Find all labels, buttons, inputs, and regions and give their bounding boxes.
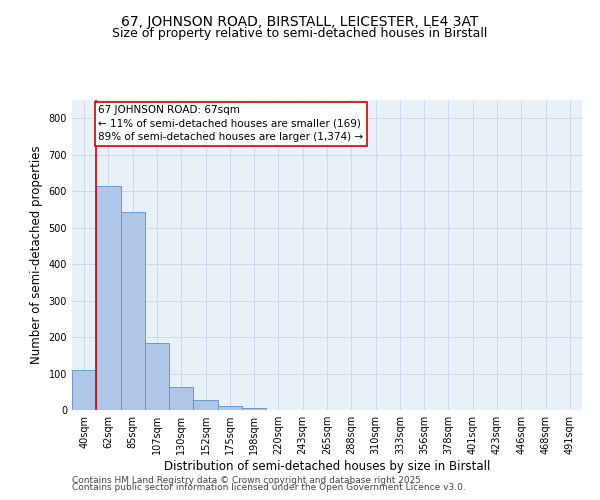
Text: 67 JOHNSON ROAD: 67sqm
← 11% of semi-detached houses are smaller (169)
89% of se: 67 JOHNSON ROAD: 67sqm ← 11% of semi-det…	[98, 106, 364, 142]
Bar	[121, 212, 145, 410]
Bar	[218, 406, 242, 410]
Text: Contains public sector information licensed under the Open Government Licence v3: Contains public sector information licen…	[72, 484, 466, 492]
Text: Contains HM Land Registry data © Crown copyright and database right 2025.: Contains HM Land Registry data © Crown c…	[72, 476, 424, 485]
Bar	[242, 408, 266, 410]
Bar	[96, 186, 121, 410]
Y-axis label: Number of semi-detached properties: Number of semi-detached properties	[30, 146, 43, 364]
Text: Size of property relative to semi-detached houses in Birstall: Size of property relative to semi-detach…	[112, 28, 488, 40]
Text: 67, JOHNSON ROAD, BIRSTALL, LEICESTER, LE4 3AT: 67, JOHNSON ROAD, BIRSTALL, LEICESTER, L…	[121, 15, 479, 29]
Bar	[169, 387, 193, 410]
X-axis label: Distribution of semi-detached houses by size in Birstall: Distribution of semi-detached houses by …	[164, 460, 490, 473]
Bar	[145, 344, 169, 410]
Bar	[193, 400, 218, 410]
Bar	[72, 370, 96, 410]
